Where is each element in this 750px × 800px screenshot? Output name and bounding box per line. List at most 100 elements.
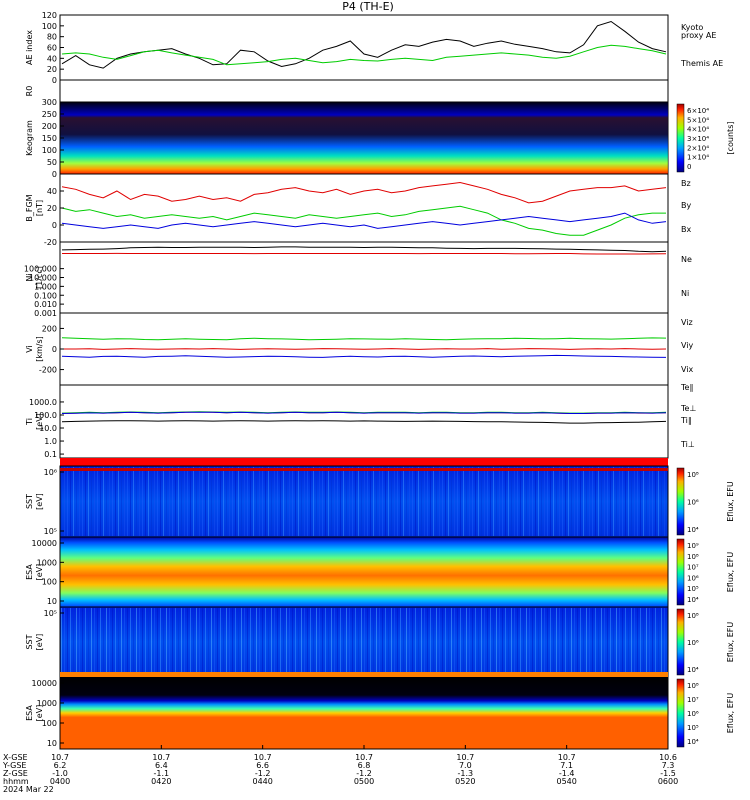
heatmap-stripe — [496, 467, 497, 536]
heatmap-stripe — [649, 608, 650, 676]
heatmap-stripe — [451, 467, 452, 536]
heatmap-stripe — [196, 608, 197, 676]
heatmap-stripe — [334, 608, 335, 676]
heatmap-stripe — [154, 467, 155, 536]
heatmap-stripe — [391, 467, 392, 536]
colorbar-tick-label: 10⁶ — [687, 639, 699, 647]
heatmap-stripe — [280, 467, 281, 536]
x-tick-label: -1.2 — [255, 769, 271, 778]
y-tick-label: 200 — [42, 324, 57, 333]
colorbars — [676, 103, 685, 748]
heatmap-stripe — [250, 467, 251, 536]
heatmap-stripe — [511, 467, 512, 536]
y-tick-label: 10⁵ — [44, 609, 57, 618]
heatmap-stripe — [199, 467, 200, 536]
heatmap-stripe — [370, 608, 371, 676]
heatmap-stripe — [286, 467, 287, 536]
colorbar-tick-label: 10⁴ — [687, 596, 699, 604]
heatmap-stripe — [223, 608, 224, 676]
colorbar-tick-label: 2×10⁴ — [687, 144, 709, 152]
heatmap-stripe — [601, 467, 602, 536]
heatmap-stripe — [244, 467, 245, 536]
heatmap-stripe — [322, 608, 323, 676]
y-tick-label: 10 — [47, 597, 57, 606]
heatmap-stripe — [502, 467, 503, 536]
heatmap-stripe — [166, 467, 167, 536]
y-tick-label: 10.000 — [29, 274, 57, 283]
heatmap-stripe — [178, 608, 179, 676]
heatmap-stripe — [439, 608, 440, 676]
heatmap-stripe — [268, 467, 269, 536]
series-lines — [61, 20, 667, 424]
heatmap-stripe — [430, 467, 431, 536]
x-tick-label: 7.1 — [560, 761, 573, 770]
heatmap-stripe — [403, 608, 404, 676]
heatmap-stripe — [337, 608, 338, 676]
y-axis-label: Ti — [25, 418, 34, 426]
heatmap-stripe — [487, 467, 488, 536]
heatmap-stripe — [184, 467, 185, 536]
heatmap-stripe — [379, 467, 380, 536]
heatmap-stripe — [115, 608, 116, 676]
colorbar-tick-label: 10⁸ — [687, 612, 699, 620]
y-tick-label: 0 — [52, 345, 57, 354]
x-tick-label: 0500 — [354, 777, 374, 786]
heatmap-stripe — [241, 608, 242, 676]
heatmap-stripe — [592, 608, 593, 676]
x-tick-label: 6.2 — [54, 761, 67, 770]
heatmap-stripe — [565, 608, 566, 676]
heatmap-stripe — [523, 467, 524, 536]
y-tick-label: 300 — [42, 98, 57, 107]
heatmap-stripe — [310, 467, 311, 536]
x-tick-label: 0540 — [556, 777, 576, 786]
heatmap-stripe — [574, 467, 575, 536]
heatmap-stripe — [91, 467, 92, 536]
series-line-te — [61, 420, 667, 424]
heatmap-stripe — [211, 608, 212, 676]
heatmap-stripe — [292, 467, 293, 536]
x-tick-label: 0420 — [151, 777, 171, 786]
heatmap-stripe — [256, 608, 257, 676]
y-axis-label: AE index — [25, 30, 34, 65]
heatmap-stripe — [619, 608, 620, 676]
heatmap-stripe — [658, 608, 659, 676]
heatmap-stripe — [406, 467, 407, 536]
x-tick-label: -1.4 — [559, 769, 575, 778]
heatmap-stripe — [436, 467, 437, 536]
heatmap-stripe — [631, 608, 632, 676]
red-band — [60, 458, 668, 466]
heatmap-stripe — [145, 467, 146, 536]
heatmap-stripe — [658, 467, 659, 536]
heatmap-stripe — [175, 467, 176, 536]
y-axis-unit: [km/s] — [35, 336, 44, 362]
heatmap-stripe — [157, 608, 158, 676]
heatmap-stripe — [343, 467, 344, 536]
heatmap-stripe — [355, 467, 356, 536]
heatmap-stripe — [655, 608, 656, 676]
heatmap-stripe — [277, 608, 278, 676]
heatmap-stripe — [652, 608, 653, 676]
heatmap-stripe — [634, 608, 635, 676]
heatmap-stripe — [478, 608, 479, 676]
y-tick-label: 0 — [52, 76, 57, 85]
heatmap-stripe — [424, 608, 425, 676]
heatmap-stripe — [550, 608, 551, 676]
heatmap-stripe — [217, 608, 218, 676]
sst-e-colorbar — [676, 467, 685, 536]
colorbar-tick-label: 10⁷ — [687, 564, 699, 572]
heatmap-stripe — [517, 467, 518, 536]
x-tick-label: 10.7 — [456, 753, 474, 762]
x-tick-label: 10.7 — [51, 753, 69, 762]
heatmap-stripe — [391, 608, 392, 676]
heatmap-stripe — [364, 608, 365, 676]
colorbar-tick-label: 10⁸ — [687, 553, 699, 561]
y-tick-label: 40 — [47, 187, 57, 196]
heatmap-stripe — [421, 608, 422, 676]
legend-entry: Vix — [681, 365, 694, 374]
heatmap-stripe — [472, 467, 473, 536]
heatmap-stripe — [76, 467, 77, 536]
heatmap-stripe — [253, 467, 254, 536]
heatmap-stripe — [604, 467, 605, 536]
y-tick-label: 120 — [42, 11, 57, 20]
heatmap-stripe — [67, 467, 68, 536]
